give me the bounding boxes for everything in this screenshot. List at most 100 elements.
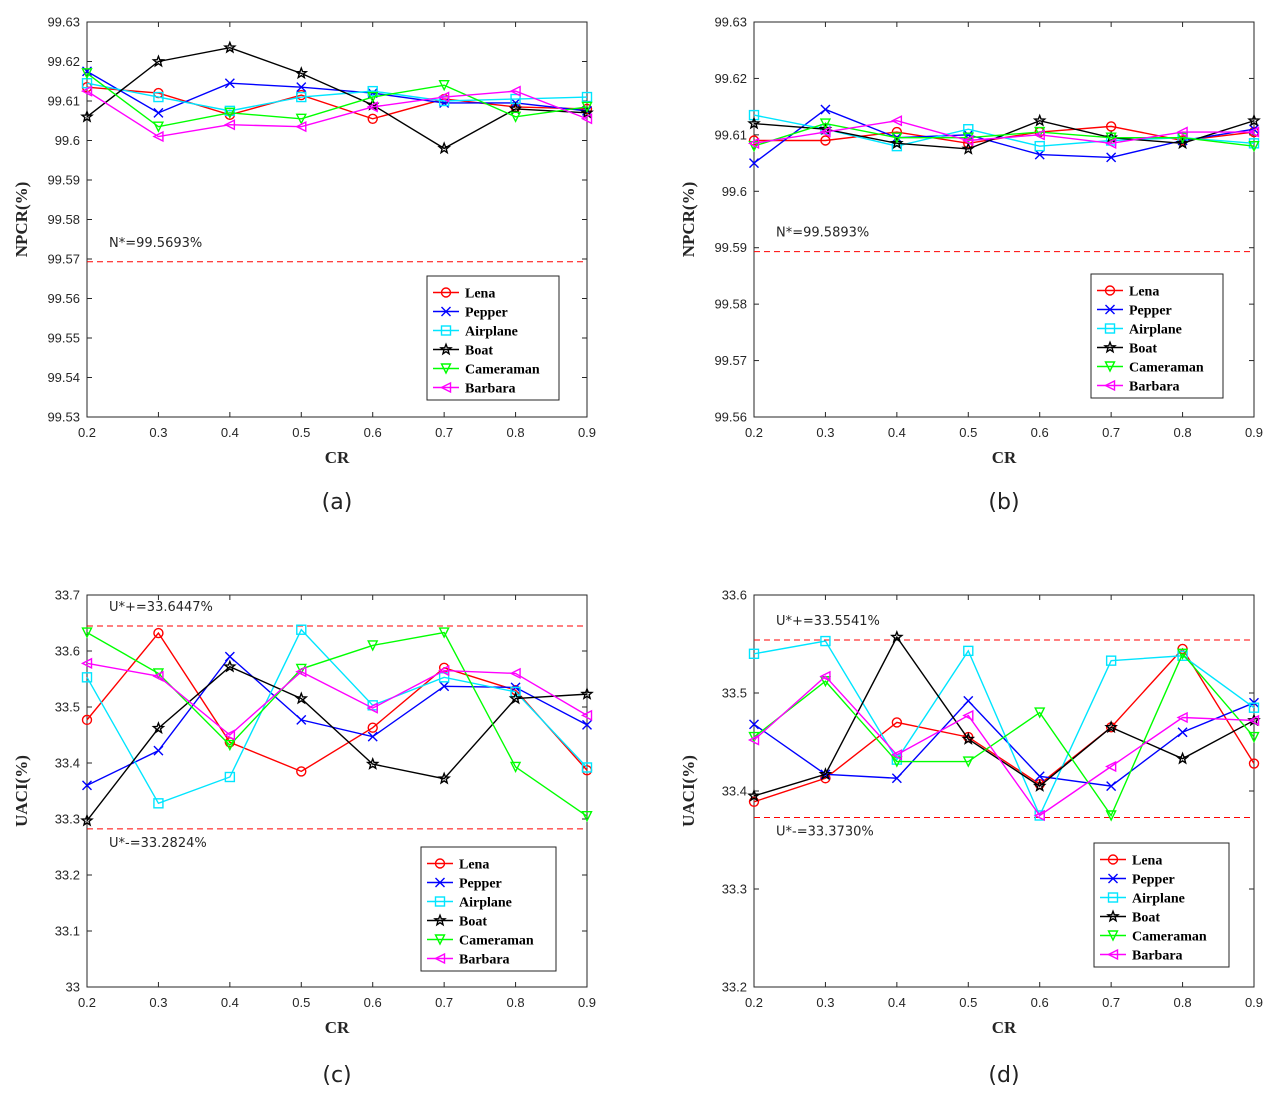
- data-point: [152, 130, 164, 143]
- x-tick-label: 0.5: [292, 425, 310, 440]
- legend-label: Barbara: [459, 953, 510, 968]
- data-point: [1032, 113, 1047, 127]
- x-tick-label: 0.9: [578, 425, 596, 440]
- data-point: [224, 739, 236, 752]
- legend-item: Lena: [433, 287, 495, 302]
- legend-marker: [441, 306, 451, 317]
- y-tick-label: 99.61: [47, 94, 80, 109]
- data-point: [508, 101, 523, 115]
- y-tick-label: 99.53: [47, 410, 80, 425]
- x-tick-label: 0.6: [1031, 995, 1049, 1010]
- x-tick-label: 0.5: [959, 995, 977, 1010]
- y-tick-label: 33.5: [722, 686, 747, 701]
- y-tick-label: 33.2: [55, 868, 80, 883]
- legend-label: Pepper: [459, 877, 502, 892]
- series-line: [86, 72, 588, 128]
- legend-label: Cameraman: [465, 363, 540, 378]
- legend-item: Boat: [1097, 340, 1157, 357]
- legend-marker: [1104, 285, 1116, 296]
- series-boat: [80, 40, 594, 155]
- data-point: [367, 722, 378, 733]
- series-line: [86, 46, 588, 150]
- legend-label: Cameraman: [1129, 361, 1204, 376]
- data-point: [1176, 648, 1189, 660]
- legend-marker: [440, 363, 452, 375]
- legend-item: Airplane: [427, 896, 512, 911]
- legend-label: Barbara: [1132, 949, 1183, 964]
- data-point: [438, 664, 450, 677]
- threshold-label: U*+=33.6447%: [109, 600, 213, 615]
- series-line: [86, 662, 588, 736]
- data-point: [367, 85, 378, 97]
- legend: Lena Pepper Airplane Boat Cameraman Barbara: [1090, 273, 1224, 399]
- threshold-label: N*=99.5893%: [776, 226, 869, 241]
- data-point: [1105, 132, 1117, 144]
- x-tick-label: 0.3: [816, 995, 834, 1010]
- legend-label: Boat: [465, 344, 493, 359]
- legend-item: Pepper: [1097, 304, 1172, 319]
- data-point: [962, 709, 974, 722]
- data-point: [509, 111, 522, 123]
- data-point: [81, 672, 93, 683]
- legend-marker: [1104, 323, 1116, 334]
- legend-marker: [434, 934, 446, 946]
- y-tick-label: 99.59: [714, 240, 747, 255]
- legend-item: Barbara: [427, 953, 510, 968]
- legend-item: Boat: [1100, 909, 1160, 926]
- data-point: [509, 761, 522, 773]
- x-tick-label: 0.2: [78, 995, 96, 1010]
- y-tick-label: 33.6: [55, 644, 80, 659]
- data-point: [81, 627, 93, 639]
- legend-label: Lena: [465, 287, 495, 302]
- y-tick-label: 99.56: [714, 410, 747, 425]
- y-tick-label: 33.2: [722, 980, 747, 995]
- legend-label: Boat: [1129, 342, 1157, 357]
- data-point: [1248, 140, 1260, 153]
- legend-label: Airplane: [1132, 892, 1185, 907]
- x-tick-label: 0.5: [292, 995, 310, 1010]
- data-point: [1248, 702, 1260, 713]
- data-point: [1105, 655, 1117, 666]
- y-tick-label: 99.6: [722, 184, 747, 199]
- data-point: [582, 719, 592, 730]
- data-point: [819, 118, 832, 130]
- series-barbara: [747, 115, 1260, 149]
- x-axis-label: CR: [325, 1018, 350, 1037]
- data-point: [437, 141, 451, 155]
- legend-item: Cameraman: [427, 934, 534, 949]
- data-point: [961, 731, 976, 745]
- x-tick-label: 0.9: [1245, 425, 1263, 440]
- series-boat: [80, 659, 594, 827]
- legend-marker: [1106, 948, 1119, 961]
- x-tick-label: 0.7: [435, 425, 453, 440]
- data-point: [438, 91, 450, 103]
- data-point: [82, 780, 92, 791]
- x-tick-label: 0.2: [745, 995, 763, 1010]
- series-line: [753, 120, 1254, 145]
- data-point: [367, 640, 379, 652]
- legend-item: Airplane: [1097, 323, 1182, 338]
- legend-label: Cameraman: [459, 934, 534, 949]
- legend-label: Barbara: [465, 382, 516, 397]
- legend-label: Airplane: [1129, 323, 1182, 338]
- legend-item: Pepper: [427, 877, 502, 892]
- data-point: [747, 734, 760, 746]
- panel-caption: (a): [322, 490, 353, 515]
- data-point: [747, 137, 760, 149]
- x-tick-label: 0.3: [149, 995, 167, 1010]
- x-tick-label: 0.9: [578, 995, 596, 1010]
- data-point: [580, 113, 593, 125]
- data-point: [224, 78, 235, 89]
- y-tick-label: 33.3: [722, 882, 747, 897]
- data-point: [749, 719, 759, 730]
- legend-marker: [1104, 361, 1116, 373]
- legend: Lena Pepper Airplane Boat Cameraman Barbara: [420, 846, 557, 972]
- series-line: [753, 108, 1255, 164]
- y-tick-label: 99.62: [47, 54, 80, 69]
- x-tick-label: 0.6: [364, 995, 382, 1010]
- data-point: [80, 657, 93, 669]
- legend-marker: [1105, 304, 1115, 315]
- data-point: [580, 709, 593, 722]
- legend-item: Boat: [427, 913, 487, 930]
- series-line: [86, 655, 588, 787]
